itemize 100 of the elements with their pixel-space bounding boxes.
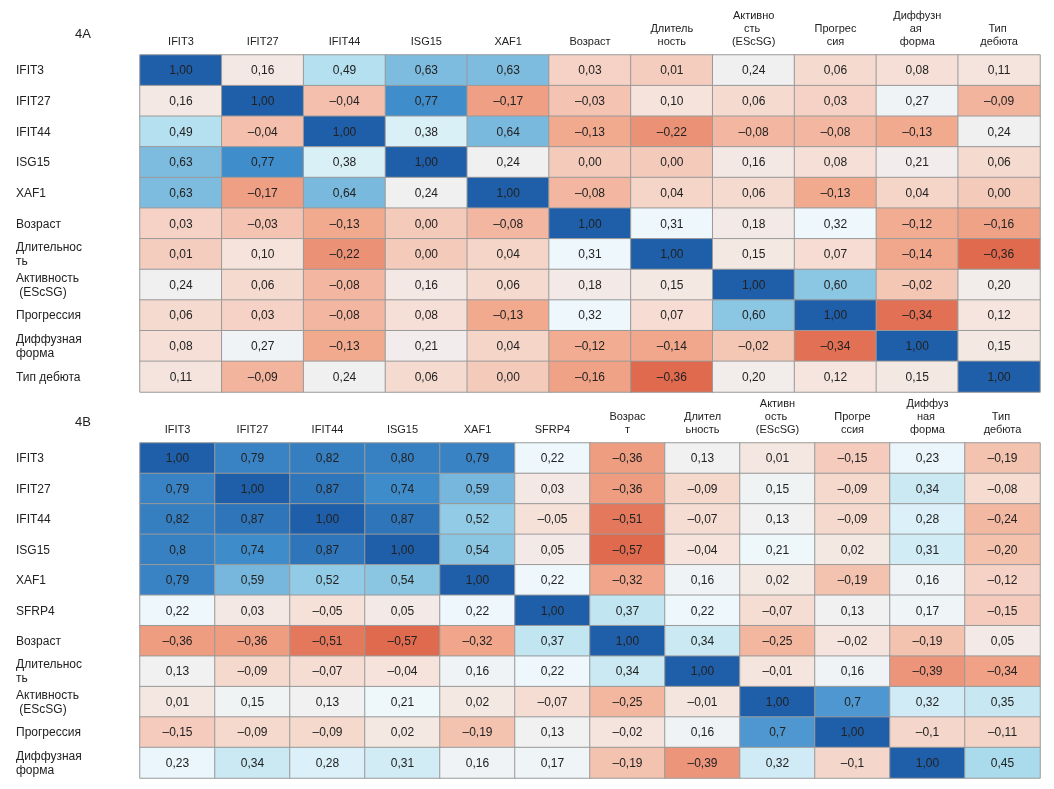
data-label: 0,24 (987, 124, 1012, 139)
data-label: 0,22 (465, 603, 490, 618)
data-label: 0,01 (165, 694, 190, 709)
x-tick-label: IFIT3 (168, 34, 194, 47)
data-label: 0,22 (540, 664, 565, 679)
data-label: 0,04 (496, 247, 521, 262)
data-label: 0,52 (465, 512, 490, 527)
data-label: –0,04 (387, 664, 418, 679)
y-tick-label: XAF1 (16, 573, 47, 588)
data-label: 0,02 (840, 542, 865, 557)
y-tick-label: Возраст (16, 633, 62, 648)
data-label: 0,13 (315, 694, 340, 709)
data-label: 0,08 (414, 308, 439, 323)
data-label: 0,13 (540, 725, 565, 740)
data-label: 0,06 (741, 185, 766, 200)
data-label: –0,03 (247, 216, 279, 231)
data-label: –0,1 (915, 725, 940, 740)
y-tick-label: Прогрессия (16, 308, 81, 323)
data-label: 1,00 (390, 542, 415, 557)
data-label: 0,03 (169, 216, 193, 231)
data-label: –0,19 (837, 573, 868, 588)
data-label: 0,21 (390, 694, 415, 709)
data-label: 1,00 (615, 633, 640, 648)
data-label: –0,36 (656, 369, 688, 384)
data-label: 0,35 (990, 694, 1015, 709)
data-label: –0,04 (247, 124, 279, 139)
data-label: –0,13 (329, 216, 360, 231)
data-label: 1,00 (905, 339, 930, 354)
data-label: –0,08 (738, 124, 769, 139)
data-label: 1,00 (414, 155, 439, 170)
data-label: 0,04 (660, 185, 684, 200)
data-label: 1,00 (823, 308, 848, 323)
data-label: 0,11 (169, 369, 193, 384)
x-tick-label: Диффузная форма (906, 396, 949, 435)
x-tick-label: IFIT44 (328, 34, 361, 47)
x-tick-label: Длительность (683, 409, 722, 435)
y-tick-label: Диффузная форма (16, 748, 86, 777)
data-label: –0,19 (612, 755, 643, 770)
data-label: 0,10 (660, 93, 684, 108)
data-label: –0,01 (762, 664, 793, 679)
data-label: 0,13 (165, 664, 190, 679)
data-label: 0,16 (741, 155, 766, 170)
data-label: 0,06 (741, 93, 766, 108)
y-tick-label: IFIT44 (16, 124, 51, 139)
data-label: 0,08 (905, 63, 930, 78)
data-label: 0,17 (915, 603, 940, 618)
x-tick-label: ISG15 (386, 422, 419, 435)
data-label: –0,39 (912, 664, 943, 679)
data-label: 0,13 (765, 512, 790, 527)
data-label: –0,08 (493, 216, 524, 231)
data-label: 0,74 (390, 481, 415, 496)
data-label: 0,54 (465, 542, 490, 557)
data-label: 0,00 (496, 369, 521, 384)
data-label: 0,06 (987, 155, 1012, 170)
data-label: 0,32 (823, 216, 848, 231)
data-label: –0,19 (462, 725, 493, 740)
data-label: 0,21 (765, 542, 790, 557)
x-tick-label: Тип дебюта (980, 21, 1019, 47)
data-label: –0,57 (612, 542, 643, 557)
data-label: 1,00 (496, 185, 521, 200)
data-label: 0,32 (765, 755, 790, 770)
data-label: 0,21 (414, 339, 439, 354)
data-label: 0,15 (905, 369, 930, 384)
data-label: 0,04 (496, 339, 521, 354)
y-tick-label: IFIT3 (16, 451, 45, 466)
data-label: 0,52 (315, 573, 340, 588)
data-label: –0,05 (537, 512, 568, 527)
data-label: –0,1 (840, 755, 865, 770)
data-label: 0,87 (240, 512, 265, 527)
data-label: 0,31 (390, 755, 415, 770)
data-label: 0,38 (332, 155, 357, 170)
data-label: –0,08 (574, 185, 606, 200)
data-label: –0,36 (237, 633, 268, 648)
data-label: 0,74 (240, 542, 265, 557)
data-label: –0,36 (162, 633, 193, 648)
data-label: 1,00 (315, 512, 340, 527)
data-label: 0,18 (578, 277, 602, 292)
data-label: 0,77 (414, 93, 439, 108)
data-label: 0,15 (741, 247, 766, 262)
data-label: 0,16 (465, 664, 490, 679)
data-label: –0,02 (902, 277, 933, 292)
data-label: 0,27 (251, 339, 275, 354)
data-label: 1,00 (240, 481, 265, 496)
data-label: 0,34 (240, 755, 265, 770)
x-tick-label: Возраст (569, 34, 611, 47)
data-label: 0,37 (615, 603, 640, 618)
data-label: 0,06 (251, 277, 275, 292)
data-label: 0,28 (915, 512, 940, 527)
data-label: 0,38 (414, 124, 439, 139)
data-label: –0,16 (984, 216, 1015, 231)
x-tick-label: Прогрессия (834, 409, 871, 435)
data-label: 0,82 (315, 451, 340, 466)
data-label: 1,00 (169, 63, 193, 78)
data-label: –0,13 (902, 124, 933, 139)
data-label: 0,11 (987, 63, 1011, 78)
data-label: 0,05 (390, 603, 415, 618)
x-tick-label: ISG15 (410, 34, 442, 47)
data-label: 0,13 (840, 603, 865, 618)
data-label: 0,03 (240, 603, 265, 618)
data-label: –0,08 (987, 481, 1018, 496)
